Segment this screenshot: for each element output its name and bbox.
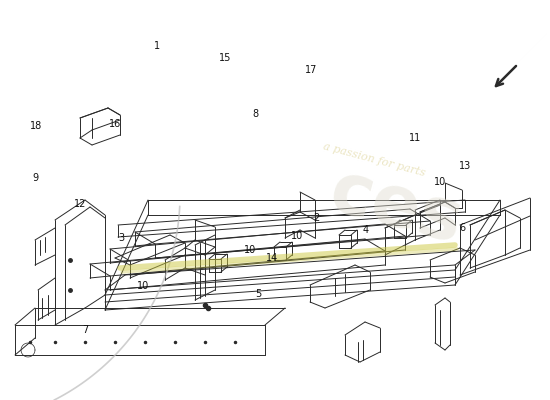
- Text: 10: 10: [137, 281, 149, 291]
- Text: 7: 7: [82, 325, 89, 335]
- Text: 10: 10: [291, 231, 303, 241]
- Text: 11: 11: [409, 133, 421, 143]
- Text: 12: 12: [74, 199, 86, 209]
- Text: 17: 17: [305, 65, 317, 75]
- Text: 18: 18: [30, 121, 42, 131]
- Text: 8: 8: [252, 109, 259, 119]
- Text: 3: 3: [118, 233, 124, 243]
- Text: 6: 6: [459, 223, 465, 233]
- Text: 14: 14: [266, 253, 278, 263]
- Text: 5: 5: [255, 289, 262, 299]
- Text: 1: 1: [153, 41, 160, 51]
- Text: 10: 10: [434, 177, 446, 187]
- Text: a passion for parts: a passion for parts: [322, 142, 426, 178]
- Text: 2: 2: [313, 213, 320, 223]
- Text: 4: 4: [362, 225, 369, 235]
- Text: 15: 15: [219, 53, 232, 63]
- Text: ces: ces: [322, 157, 470, 259]
- Text: 9: 9: [32, 173, 39, 183]
- Text: 13: 13: [459, 161, 471, 171]
- Text: 10: 10: [244, 245, 256, 255]
- Text: 16: 16: [109, 119, 122, 129]
